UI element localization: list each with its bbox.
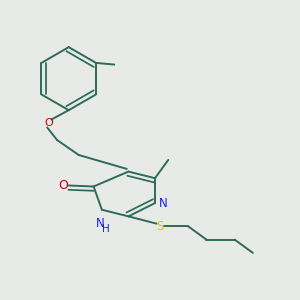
Text: S: S bbox=[156, 220, 164, 233]
Text: N: N bbox=[159, 196, 168, 210]
Text: O: O bbox=[44, 118, 53, 128]
Text: H: H bbox=[102, 224, 110, 234]
Text: N: N bbox=[96, 217, 105, 230]
Text: O: O bbox=[58, 179, 68, 192]
